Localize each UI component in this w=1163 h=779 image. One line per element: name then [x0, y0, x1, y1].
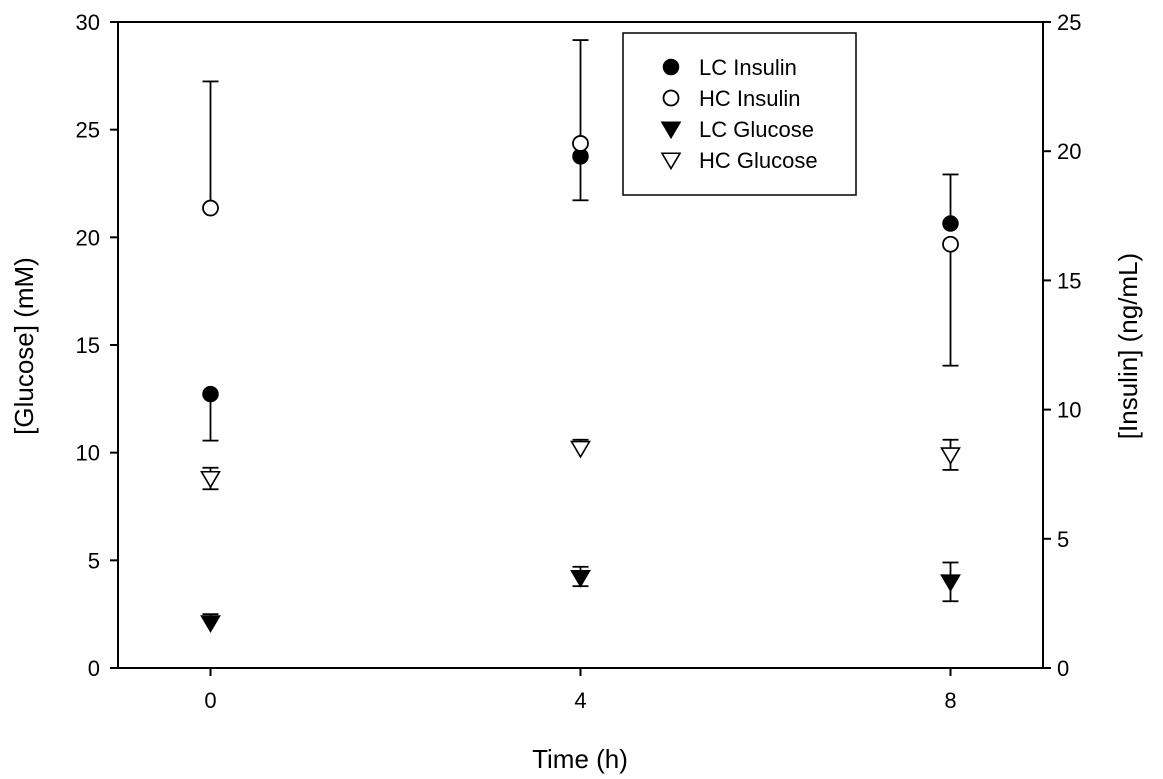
hc-insulin-point [202, 199, 219, 217]
lc-glucose-point [200, 615, 221, 633]
ticks-group: 0 5 10 15 20 25 30 0 5 10 15 20 25 0 4 8 [76, 10, 1082, 713]
y-right-tick-label: 25 [1057, 10, 1081, 35]
legend-marker-lc-glucose [660, 121, 682, 140]
y-left-tick-label: 0 [88, 656, 100, 681]
x-axis-title: Time (h) [532, 744, 628, 774]
hc-glucose-point [200, 470, 221, 489]
x-tick-label: 8 [944, 688, 956, 713]
legend: LC Insulin HC Insulin LC Glucose HC Glucose [622, 32, 857, 196]
y-left-tick-label: 30 [76, 10, 100, 35]
hc-glucose-point [570, 440, 591, 459]
y-right-tick-label: 5 [1057, 527, 1069, 552]
legend-label-lc-insulin: LC Insulin [699, 55, 797, 80]
y-right-tick-label: 20 [1057, 139, 1081, 164]
hc-insulin-point [942, 235, 959, 253]
y-left-tick-label: 25 [76, 118, 100, 143]
x-tick-label: 0 [204, 688, 216, 713]
legend-label-lc-glucose: LC Glucose [699, 117, 814, 142]
y-right-tick-label: 15 [1057, 268, 1081, 293]
lc-insulin-point [942, 215, 959, 232]
lc-insulin-point [202, 385, 219, 403]
error-bars-group [202, 39, 959, 623]
legend-label-hc-glucose: HC Glucose [699, 148, 818, 173]
legend-marker-hc-insulin [662, 89, 680, 107]
x-tick-label: 4 [574, 688, 586, 713]
y-left-tick-label: 5 [88, 548, 100, 573]
y-left-tick-label: 15 [76, 333, 100, 358]
hc-insulin-point [572, 135, 589, 152]
y-axis-right-title: [Insulin] (ng/mL) [1113, 253, 1143, 439]
y-right-tick-label: 10 [1057, 398, 1081, 423]
y-left-tick-label: 20 [76, 225, 100, 250]
y-axis-left-title: [Glucose] (mM) [9, 257, 39, 435]
legend-marker-hc-glucose [660, 152, 682, 171]
lc-glucose-point [570, 570, 591, 588]
legend-label-hc-insulin: HC Insulin [699, 86, 800, 111]
lc-glucose-point [940, 574, 961, 592]
legend-box [622, 32, 857, 196]
legend-marker-lc-insulin [662, 58, 680, 76]
data-points-group [200, 135, 961, 633]
y-left-tick-label: 10 [76, 441, 100, 466]
y-right-tick-label: 0 [1057, 656, 1069, 681]
hc-glucose-point [940, 447, 961, 465]
